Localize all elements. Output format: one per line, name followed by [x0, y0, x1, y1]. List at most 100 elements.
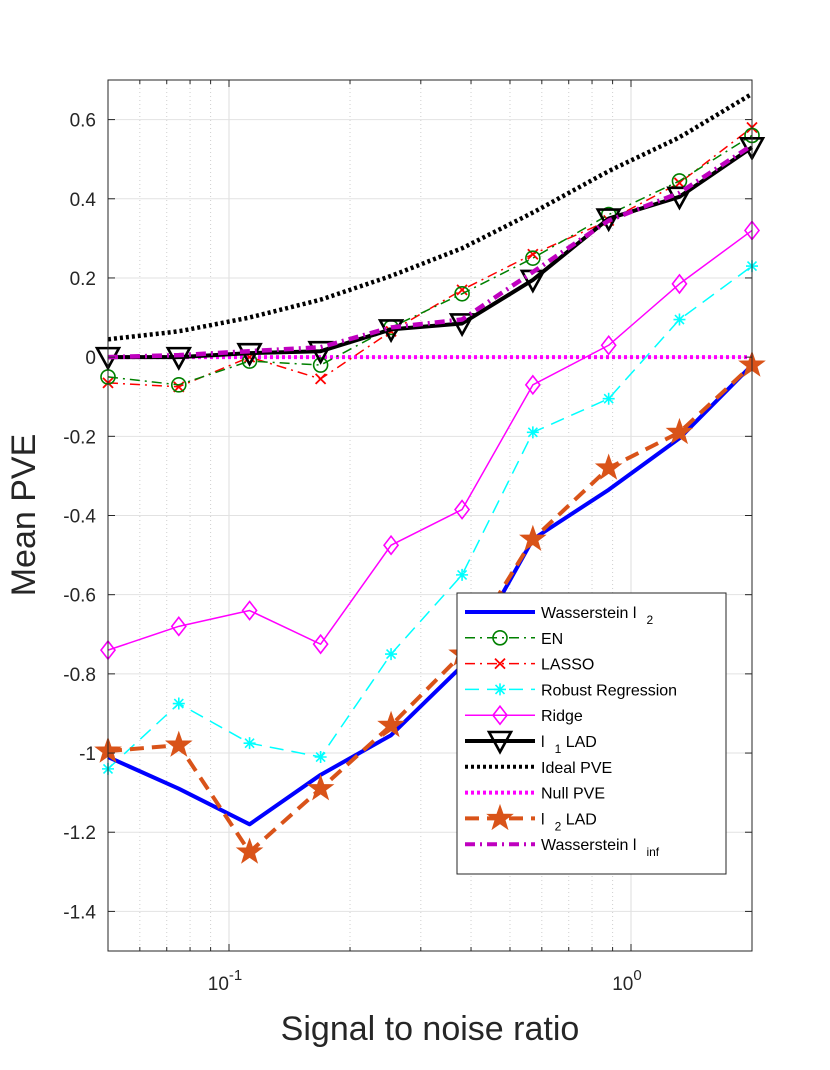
star-marker-shape — [306, 774, 335, 801]
data-point — [456, 284, 468, 296]
triangle-marker-shape — [486, 730, 514, 755]
legend-item: Wasserstein l inf — [465, 837, 660, 859]
diamond-marker-shape — [454, 499, 471, 520]
series-line — [107, 363, 754, 827]
series-0 — [107, 363, 754, 827]
star-marker-shape — [164, 730, 193, 757]
x-marker-shape — [494, 657, 506, 670]
asterisk-marker-shape — [243, 737, 256, 750]
data-point — [314, 373, 327, 385]
diamond-marker-shape — [170, 616, 187, 637]
data-point — [454, 499, 471, 520]
legend-label: LASSO — [541, 657, 594, 674]
data-point — [312, 357, 329, 373]
diamond-marker-shape — [491, 704, 509, 726]
data-point — [377, 710, 405, 738]
x-marker-shape — [314, 373, 327, 385]
legend-item: Ridge — [465, 704, 583, 726]
triangle-marker-shape — [236, 342, 263, 367]
data-point — [164, 730, 193, 757]
asterisk-marker-shape — [673, 313, 686, 326]
legend-label: Wasserstein l inf — [541, 837, 660, 859]
legend-item: Robust Regression — [465, 682, 677, 699]
legend-label: Robust Regression — [541, 682, 677, 699]
legend-marker — [494, 657, 506, 670]
diamond-marker-shape — [383, 534, 400, 556]
legend-label: Null PVE — [541, 786, 605, 803]
data-point — [385, 648, 398, 661]
data-point — [170, 616, 187, 637]
data-point — [524, 374, 541, 396]
data-point — [666, 186, 693, 211]
diamond-marker-shape — [312, 633, 329, 655]
legend-marker — [494, 683, 506, 696]
y-tick-label: -1.4 — [63, 902, 96, 923]
x-marker-shape — [527, 248, 539, 260]
circle-marker-shape — [454, 285, 470, 302]
diamond-marker-shape — [241, 600, 258, 621]
diamond-marker-shape — [524, 374, 541, 396]
data-point — [236, 342, 263, 367]
legend-item: Null PVE — [465, 786, 605, 803]
triangle-marker-shape — [595, 208, 622, 233]
data-point — [241, 600, 258, 621]
series-line — [107, 363, 754, 855]
legend-item: LASSO — [465, 657, 594, 674]
asterisk-marker-shape — [172, 697, 185, 710]
series-line — [107, 229, 753, 651]
y-tick-label: 0 — [85, 348, 96, 369]
data-point — [527, 248, 539, 260]
x-marker-shape — [456, 284, 468, 296]
series-line — [107, 134, 753, 386]
asterisk-marker-shape — [314, 751, 327, 764]
y-tick-label: -1 — [79, 744, 96, 765]
axis-ticks: 0.6 0.4 0.2 0 -0.2 -0.4 -0.6 -0.8 -1 -1.2 -1.4 10-1… — [63, 80, 753, 995]
circle-marker-shape — [525, 250, 541, 266]
data-point — [525, 250, 541, 266]
star-marker-shape — [665, 417, 694, 445]
data-point — [526, 426, 539, 439]
legend: Wasserstein l 2 EN LASSO Robust Regression Ri… — [456, 592, 727, 875]
y-axis-title: Mean PVE — [5, 434, 43, 597]
legend-label: EN — [541, 631, 563, 648]
data-point — [312, 633, 329, 655]
data-point — [383, 534, 400, 556]
data-point — [671, 273, 688, 295]
series-line — [107, 143, 754, 360]
triangle-marker-shape — [666, 186, 693, 211]
data-point — [235, 837, 264, 864]
data-point — [448, 313, 476, 338]
data-point — [165, 346, 192, 371]
triangle-marker-shape — [448, 313, 476, 338]
series-6 — [107, 91, 754, 342]
data-point — [243, 737, 256, 750]
star-marker-shape — [486, 803, 514, 831]
legend-label: Ridge — [541, 708, 583, 725]
diamond-marker-shape — [671, 273, 688, 295]
legend-label: Ideal PVE — [541, 760, 612, 777]
diamond-marker-shape — [600, 334, 617, 356]
asterisk-marker-shape — [602, 392, 615, 405]
x-axis-title: Signal to noise ratio — [281, 1010, 580, 1048]
legend-marker — [486, 803, 514, 831]
star-marker-shape — [519, 524, 547, 552]
grid — [107, 80, 753, 951]
asterisk-marker-shape — [494, 683, 506, 696]
legend-marker — [491, 704, 509, 726]
circle-marker-shape — [170, 377, 187, 393]
y-tick-label: -1.2 — [63, 823, 96, 844]
star-marker-shape — [377, 710, 405, 738]
series-line — [107, 265, 753, 770]
series-4 — [99, 220, 761, 661]
data-point — [673, 313, 686, 326]
asterisk-marker-shape — [456, 568, 469, 581]
triangle-marker-shape — [165, 346, 192, 371]
y-tick-label: 0.2 — [70, 269, 96, 290]
circle-marker-shape — [312, 357, 329, 373]
data-point — [306, 774, 335, 801]
data-point — [454, 285, 470, 302]
data-point — [314, 751, 327, 764]
y-tick-label: -0.4 — [63, 507, 96, 528]
